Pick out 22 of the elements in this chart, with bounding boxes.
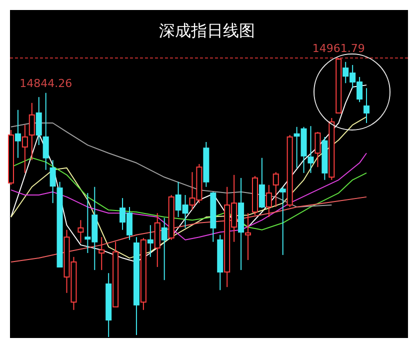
candlestick: [308, 126, 314, 174]
candlestick: [98, 236, 105, 271]
candlestick: [364, 88, 370, 124]
candlestick: [36, 96, 42, 146]
candlestick: [217, 234, 224, 291]
candlestick: [245, 212, 252, 260]
annotation: 14961.79: [312, 42, 365, 55]
candlestick: [50, 160, 56, 204]
candlestick: [266, 184, 272, 218]
candlestick: [14, 109, 21, 158]
chart-title: 深成指日线图: [159, 21, 255, 40]
candlestick: [78, 220, 84, 244]
candlestick: [133, 236, 140, 336]
candlestick: [28, 102, 35, 161]
candlestick: [147, 224, 154, 258]
candlestick: [106, 272, 112, 338]
annotation: 14844.26: [20, 76, 72, 90]
candlestick: [154, 212, 160, 268]
candlestick: [161, 217, 168, 281]
candlestick: [22, 124, 28, 174]
candlestick: [238, 177, 244, 271]
candlestick: [42, 92, 49, 170]
